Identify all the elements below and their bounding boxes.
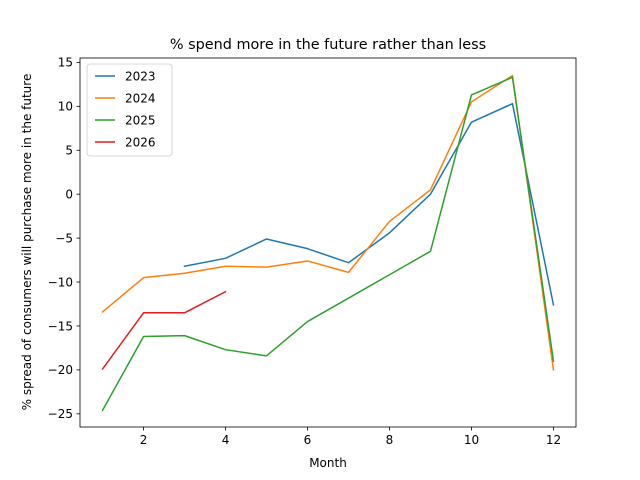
legend-box [86,63,173,157]
x-tick-label: 2 [140,433,148,447]
x-ticks: 2 4 6 8 10 12 [140,427,561,447]
series-line-2026 [101,290,227,371]
x-tick-label: 4 [222,433,230,447]
legend-label-2025: 2025 [125,113,156,127]
y-tick-label: 5 [65,144,73,158]
legend: 2023 2024 2025 2026 [86,63,173,157]
y-tick-label: −25 [48,407,73,421]
plot-frame [79,57,577,428]
x-axis-label: Month [309,456,347,470]
legend-label-2026: 2026 [125,135,156,149]
series-line-2023 [183,102,555,306]
chart-title: % spend more in the future rather than l… [170,37,486,53]
y-axis-label: % spread of consumers will purchase more… [20,74,34,411]
y-tick-label: −5 [55,231,73,245]
series-line-2025 [101,76,555,412]
legend-label-2024: 2024 [125,91,156,105]
y-tick-label: −15 [48,319,73,333]
series-layer [101,74,555,412]
x-tick-label: 12 [546,433,561,447]
legend-label-2023: 2023 [125,69,156,83]
y-tick-label: −20 [48,363,73,377]
y-tick-label: 10 [58,100,73,114]
y-tick-label: −10 [48,275,73,289]
x-tick-label: 8 [386,433,394,447]
y-tick-label: 15 [58,56,73,70]
x-tick-label: 10 [464,433,479,447]
axes [79,57,577,428]
x-tick-label: 6 [304,433,312,447]
series-line-2024 [101,74,555,371]
y-tick-label: 0 [65,187,73,201]
y-ticks: −25 −20 −15 −10 −5 0 5 10 15 [48,56,80,421]
